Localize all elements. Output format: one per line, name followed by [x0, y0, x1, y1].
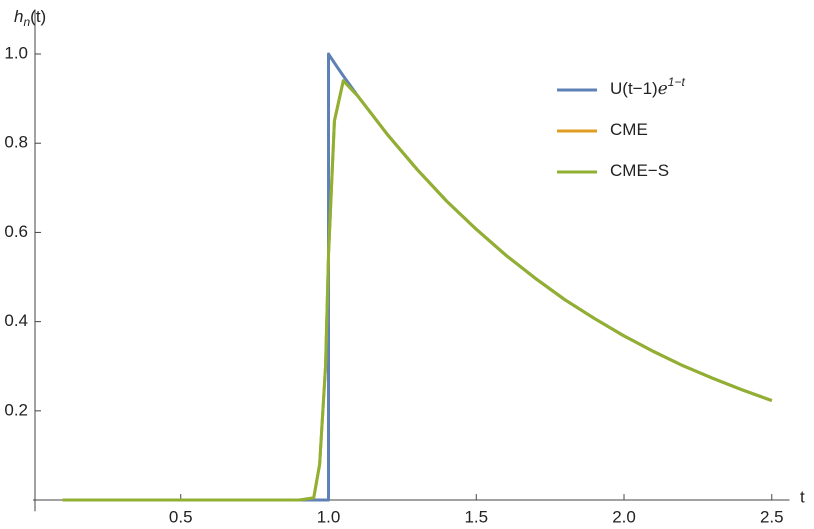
- legend-label: CME−S: [610, 161, 669, 180]
- y-label-sub: n: [23, 15, 30, 29]
- series-line: [62, 79, 773, 502]
- x-tick-label: 2.0: [612, 508, 636, 527]
- x-tick-label: 1.0: [317, 508, 341, 527]
- legend-label: CME: [610, 120, 648, 139]
- x-tick-label: 2.5: [760, 508, 784, 527]
- y-label-rest: (t): [30, 7, 46, 26]
- legend-label: U(t−1)ℯ1−t: [610, 75, 685, 98]
- y-label-base: h: [14, 7, 23, 26]
- legend-sup: 1−t: [668, 75, 686, 89]
- series-line: [62, 52, 773, 502]
- series-line: [62, 79, 773, 502]
- x-axis-label: t: [800, 487, 805, 506]
- y-tick-label: 1.0: [4, 43, 28, 62]
- x-tick-label: 1.5: [464, 508, 488, 527]
- legend-name: CME−S: [610, 161, 669, 180]
- legend-name: CME: [610, 120, 648, 139]
- y-axis-label: hn(t): [14, 7, 46, 29]
- y-tick-label: 0.2: [4, 400, 28, 419]
- y-tick-label: 0.6: [4, 222, 28, 241]
- y-tick-label: 0.8: [4, 133, 28, 152]
- y-tick-label: 0.4: [4, 311, 28, 330]
- x-tick-label: 0.5: [169, 508, 193, 527]
- legend-name: U(t−1)ℯ: [610, 79, 668, 98]
